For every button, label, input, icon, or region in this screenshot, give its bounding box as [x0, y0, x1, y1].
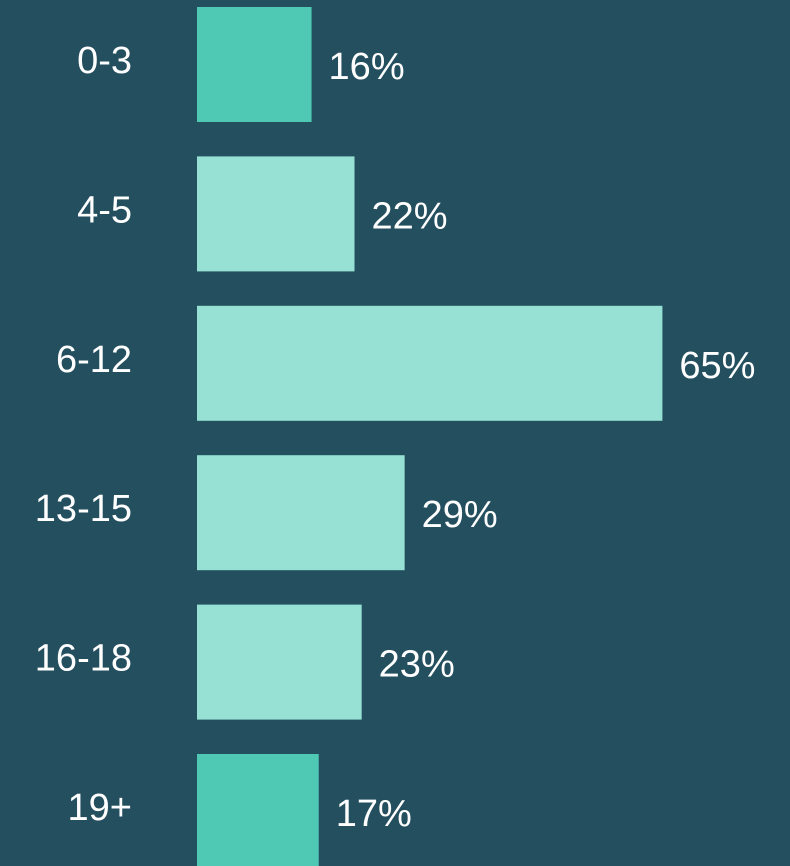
- value-label: 17%: [336, 793, 412, 835]
- value-label: 16%: [329, 46, 405, 88]
- category-label: 16-18: [35, 638, 132, 680]
- category-label: 6-12: [56, 339, 132, 381]
- bar: [197, 604, 362, 720]
- bar: [197, 754, 319, 866]
- bar: [197, 156, 355, 272]
- bar: [197, 455, 405, 571]
- value-label: 29%: [422, 494, 498, 536]
- category-label: 0-3: [77, 40, 132, 82]
- bar: [197, 305, 663, 421]
- value-label: 23%: [379, 644, 455, 686]
- value-label: 22%: [372, 195, 448, 237]
- value-label: 65%: [679, 345, 755, 387]
- category-label: 4-5: [77, 189, 132, 231]
- category-label: 13-15: [35, 488, 132, 530]
- category-label: 19+: [68, 787, 132, 829]
- bar: [197, 7, 312, 122]
